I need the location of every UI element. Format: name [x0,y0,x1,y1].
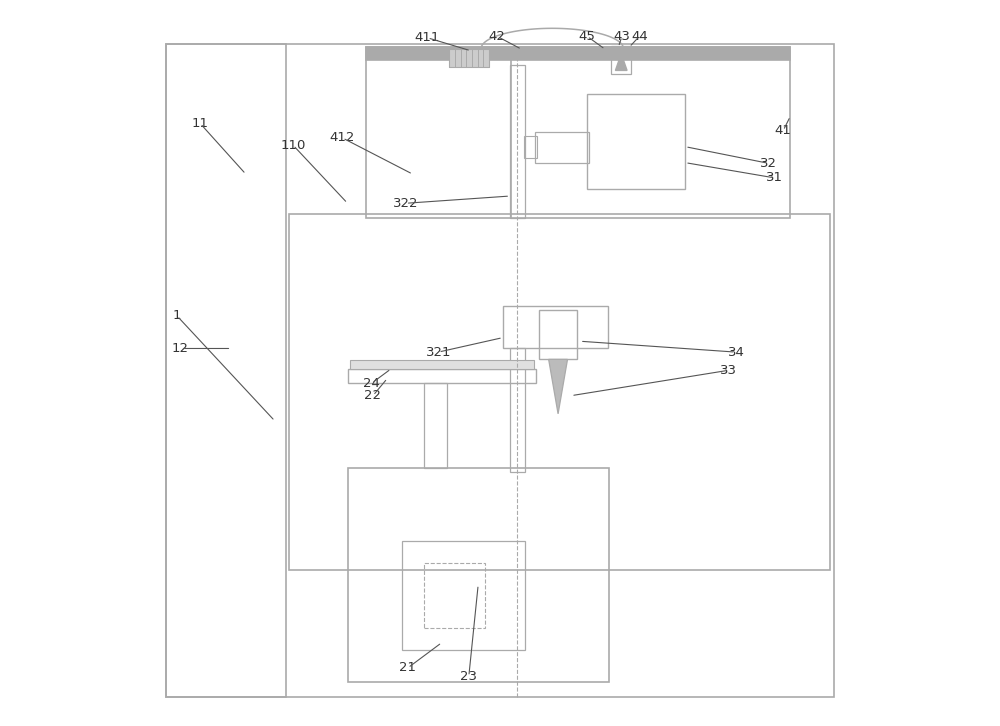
Text: 321: 321 [426,346,451,359]
Bar [366,47,790,218]
Text: 1: 1 [173,309,181,322]
Text: 34: 34 [728,346,744,359]
Text: 32: 32 [760,157,777,170]
Polygon shape [549,359,568,414]
Bar [289,214,830,570]
Text: 322: 322 [393,197,418,210]
Text: 24: 24 [363,377,380,390]
Bar [587,94,685,189]
Text: 12: 12 [172,342,189,355]
Text: 42: 42 [489,30,506,43]
Bar [402,541,525,650]
Bar [348,369,536,383]
Polygon shape [615,54,627,70]
Bar [366,47,790,60]
Bar [424,563,485,628]
Bar [166,44,286,697]
Bar [524,136,537,158]
Bar [424,383,447,468]
Text: 21: 21 [399,661,416,674]
Bar [510,348,525,472]
Text: 412: 412 [330,131,355,144]
Text: 43: 43 [614,30,630,43]
Text: 22: 22 [364,389,381,402]
Text: 44: 44 [631,30,648,43]
Text: 11: 11 [192,117,209,130]
Bar [348,468,609,682]
Text: 110: 110 [280,139,306,152]
Bar [449,49,489,67]
Bar [611,46,631,74]
Bar [503,306,608,348]
Text: 23: 23 [460,670,477,683]
Bar [350,360,534,369]
Bar [539,310,577,359]
Text: 33: 33 [720,364,737,377]
Text: 45: 45 [579,30,596,43]
Bar [535,132,589,163]
Text: 411: 411 [415,31,440,44]
Text: 41: 41 [775,124,792,137]
Bar [510,65,525,218]
Text: 31: 31 [766,171,783,184]
